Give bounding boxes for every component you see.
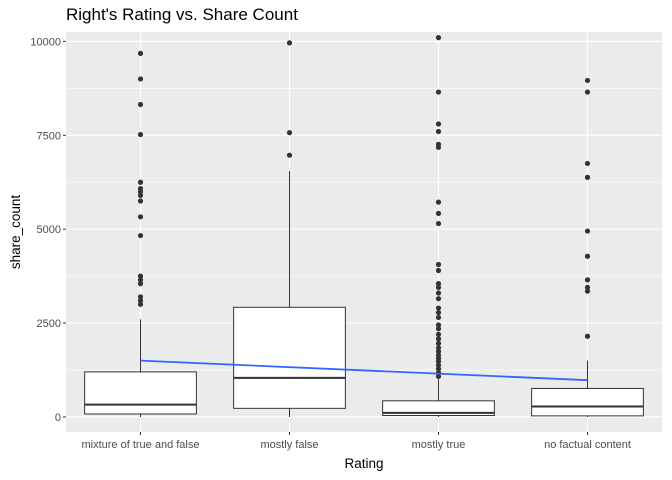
outlier-point [137,277,144,283]
y-tick-label: 7500 [37,130,61,142]
box-2 [233,40,346,417]
outlier-point [137,192,144,198]
outlier-point [137,297,144,304]
box-marks [84,35,644,417]
x-tick-label: mostly false [260,439,318,451]
outlier-point [584,284,591,290]
x-axis-ticks: mixture of true and false mostly false mos… [81,432,631,451]
outlier-point [435,352,442,358]
outlier-point [435,281,442,287]
outlier-point [435,345,442,351]
y-tick-label: 0 [55,412,61,424]
outlier-point [137,294,144,300]
y-tick-label: 10000 [30,36,61,48]
outlier-point [137,101,144,108]
box-1 [84,50,197,417]
outlier-point [435,331,442,337]
box-4 [531,77,644,417]
outlier-point [137,198,144,204]
chart-title: Right's Rating vs. Share Count [66,5,298,24]
outlier-point [435,305,442,311]
outlier-point [435,220,442,227]
outlier-point [435,309,442,316]
outlier-point [584,77,591,84]
outlier-point [584,277,591,283]
outlier-point [435,261,442,268]
outlier-point [435,199,442,205]
outlier-point [435,340,442,346]
outlier-point [435,366,442,372]
outlier-point [435,141,442,147]
plot-panel [66,32,662,432]
y-tick-label: 5000 [37,224,61,236]
outlier-point [584,288,591,294]
box-rect [233,306,346,409]
x-axis-title: Rating [344,456,383,471]
y-axis-ticks: 0 2500 5000 7500 10000 [30,36,66,424]
outlier-point [435,89,442,95]
outlier-point [137,214,144,220]
outlier-point [286,40,293,46]
outlier-point [435,296,442,302]
outlier-point [137,131,144,138]
outlier-point [137,76,144,82]
box-rect [531,387,644,417]
outlier-point [584,228,591,234]
outlier-point [584,174,591,180]
y-tick-label: 2500 [37,318,61,330]
x-tick-label: mostly true [412,439,466,451]
outlier-point [435,35,442,41]
outlier-point [435,362,442,368]
outlier-point [435,336,442,342]
outlier-point [137,186,144,192]
outlier-point [584,333,591,339]
outlier-point [584,89,591,95]
outlier-point [137,50,144,57]
outlier-point [435,373,442,380]
box-rect [84,371,197,415]
y-axis-title: share_count [8,195,23,270]
outlier-point [137,281,144,287]
outlier-point [137,273,144,279]
outlier-point [435,128,442,135]
outlier-point [584,160,591,167]
box-rect [382,400,495,416]
outlier-point [286,130,293,136]
outlier-point [286,152,293,158]
outlier-point [435,267,442,274]
outlier-point [584,253,591,259]
trend-line-group [140,359,588,382]
outlier-point [435,284,442,290]
outlier-point [137,179,144,185]
outlier-point [435,349,442,355]
x-tick-label: mixture of true and false [81,439,199,451]
x-tick-label: no factual content [544,439,631,451]
outlier-point [435,210,442,217]
outlier-point [435,326,442,332]
outlier-point [435,322,442,328]
outlier-point [435,314,442,321]
outlier-point [435,290,442,296]
outlier-point [137,301,144,307]
trend-line [140,359,588,382]
outlier-point [137,232,144,239]
outlier-point [435,121,442,127]
